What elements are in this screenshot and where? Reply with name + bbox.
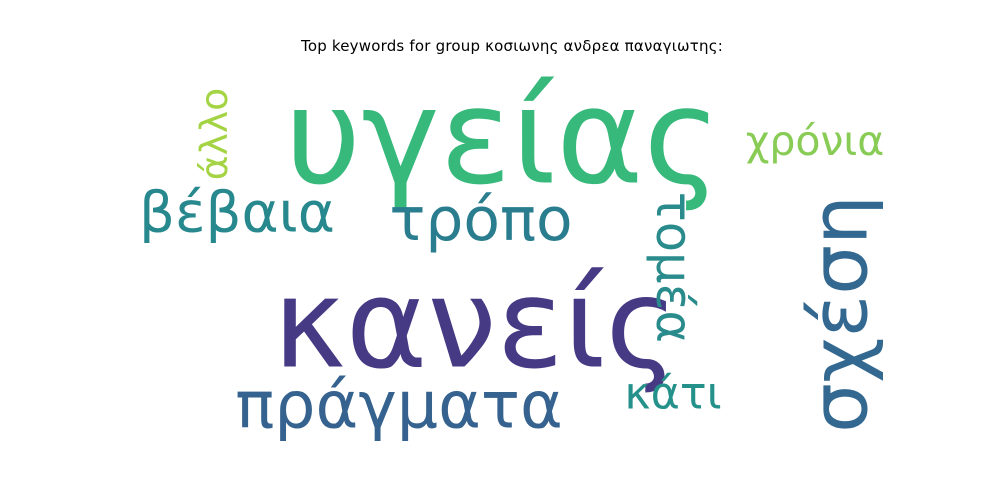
word-3: πράγματα [235,369,563,444]
word-10: άλλο [192,88,236,180]
word-5: τρόπο [389,185,572,255]
word-2: υγείας [285,61,722,215]
word-6: βέβαια [139,181,335,246]
chart-title: Top keywords for group κοσιωνης ανδρεα π… [301,37,723,55]
word-9: χρόνια [746,117,885,165]
word-8: τομέα [645,192,703,343]
word-4: σχέση [794,195,886,433]
word-1: κανείς [273,253,679,397]
word-7: κάτι [624,369,721,420]
